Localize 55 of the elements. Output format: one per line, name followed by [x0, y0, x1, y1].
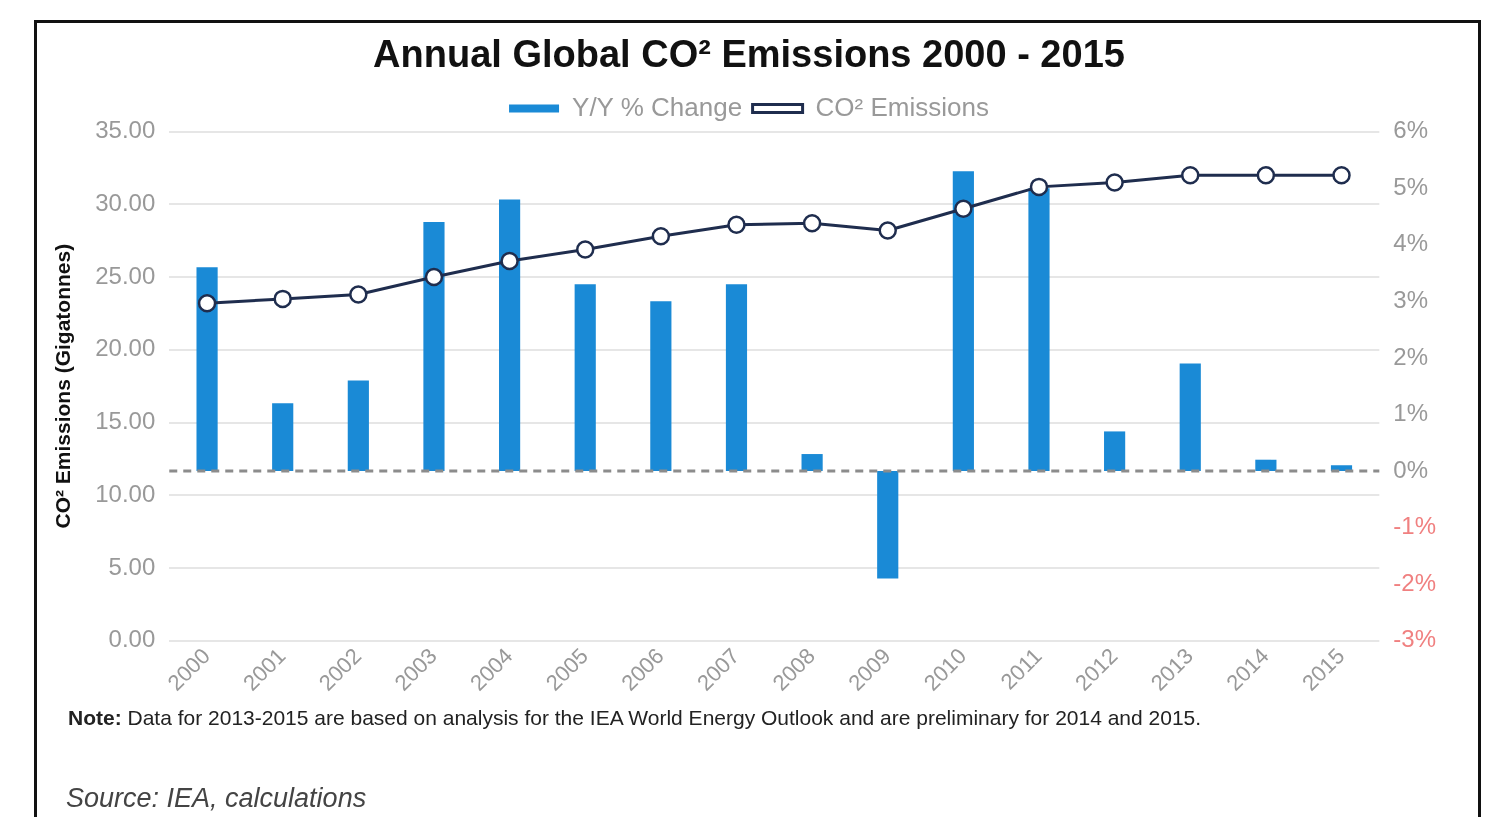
y2-tick-label: 1% — [1393, 399, 1429, 427]
bar — [725, 284, 748, 472]
point — [575, 240, 595, 259]
point — [273, 289, 292, 309]
source-note: Source: IEA, calculations — [66, 783, 367, 814]
y-tick-label: 25.00 — [95, 261, 156, 289]
point — [1332, 165, 1351, 185]
legend-label: CO² Emissions — [815, 91, 989, 122]
point — [1105, 173, 1124, 192]
bar — [574, 284, 596, 472]
point — [651, 227, 671, 246]
point — [727, 215, 746, 234]
bar — [952, 171, 974, 472]
y-tick-label: 20.00 — [95, 334, 156, 362]
bar — [1255, 459, 1277, 472]
y-tick-label: 35.00 — [95, 116, 156, 144]
text: Note: Data for 2013-2015 are based on analysis for the IEA World Energy Outlook and are preliminary for 2014 and 2015. — [68, 705, 1203, 731]
y-tick-label: 15.00 — [95, 407, 156, 435]
bar — [423, 222, 445, 472]
y2-tick-label: 3% — [1393, 285, 1429, 313]
chart-title: Annual Global CO² Emissions 2000 - 2015 — [373, 33, 1125, 76]
point — [1181, 165, 1200, 185]
y-tick-label: 0.00 — [108, 625, 156, 653]
bar — [1028, 188, 1050, 472]
bar — [196, 267, 218, 472]
y2-tick-label: 0% — [1393, 455, 1429, 483]
bar — [272, 403, 294, 472]
y-tick-label: 5.00 — [108, 552, 156, 580]
bar — [499, 199, 521, 472]
legend-label: Y/Y % Change — [572, 91, 743, 122]
point — [424, 267, 444, 287]
y2-tick-label: 6% — [1393, 116, 1429, 144]
point — [197, 294, 217, 313]
bar — [877, 471, 899, 579]
bar — [347, 380, 369, 472]
y-tick-label: 30.00 — [95, 188, 156, 216]
bar — [1104, 431, 1126, 472]
point — [878, 221, 897, 240]
y2-tick-label: -2% — [1393, 568, 1437, 596]
point — [1029, 177, 1049, 197]
y2-tick-label: 5% — [1393, 172, 1429, 200]
y2-tick-label: 4% — [1393, 229, 1429, 257]
bar — [1179, 363, 1201, 472]
y-tick-label: 10.00 — [95, 479, 156, 507]
point — [349, 285, 368, 304]
point — [954, 199, 973, 218]
y2-tick-label: -3% — [1393, 625, 1437, 653]
bar — [801, 454, 823, 472]
point — [500, 251, 519, 271]
point — [802, 213, 822, 233]
y-axis-title: CO² Emissions (Gigatonnes) — [51, 243, 75, 529]
y2-tick-label: -1% — [1393, 512, 1437, 540]
bar — [650, 301, 672, 472]
point — [1256, 165, 1276, 185]
y2-tick-label: 2% — [1393, 342, 1429, 370]
